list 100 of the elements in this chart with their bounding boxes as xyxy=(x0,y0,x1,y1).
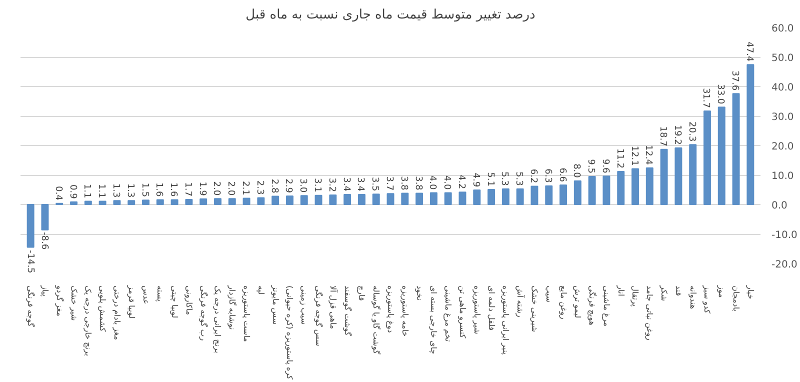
x-tick-label: رب گوجه فرنگی xyxy=(198,286,209,341)
x-tick-label: فلفل دلمه ای xyxy=(486,286,496,331)
y-tick-label: -10.0 xyxy=(772,230,798,241)
x-tick-label: ماکارونی xyxy=(184,286,194,316)
x-tick-label: شیرینی خشک xyxy=(530,286,539,332)
bar xyxy=(300,195,308,205)
x-tick-label: لوبیا چیتی xyxy=(170,286,180,318)
chart-title: درصد تغییر متوسط قیمت ماه جاری نسبت به ماه قبل xyxy=(246,8,536,22)
data-label: 2.3 xyxy=(254,180,264,195)
bar xyxy=(200,198,208,205)
bar xyxy=(286,195,294,205)
bar xyxy=(560,184,567,205)
y-tick-label: 20.0 xyxy=(772,142,794,152)
data-label: 37.6 xyxy=(730,70,740,91)
bar xyxy=(588,176,596,205)
x-tick-label: دوغ پاستوریزه xyxy=(386,286,395,334)
bar xyxy=(344,194,352,205)
x-tick-label: قند xyxy=(674,286,683,296)
bar xyxy=(430,192,438,205)
x-tick-label: عدس xyxy=(141,286,150,304)
x-tick-label: مرغ ماشینی xyxy=(602,286,611,326)
bar xyxy=(329,194,337,205)
bar xyxy=(646,167,654,205)
data-label: 18.7 xyxy=(658,126,668,146)
data-label: 2.0 xyxy=(211,181,222,196)
x-tick-label: لیمو ترش xyxy=(573,286,582,318)
x-tick-label: گوشت گوسفند xyxy=(342,286,353,336)
bar xyxy=(41,204,49,230)
bar xyxy=(689,144,697,205)
x-tick-label: گوشت گاو یا گوساله xyxy=(372,286,382,354)
bar xyxy=(516,188,524,205)
data-label: 2.9 xyxy=(283,178,294,194)
data-label: 1.5 xyxy=(139,182,150,198)
data-label: 4.0 xyxy=(427,175,438,190)
x-tick-label: قارچ xyxy=(357,286,366,301)
bar xyxy=(602,176,610,205)
data-label: 3.5 xyxy=(370,176,380,192)
data-label: 9.5 xyxy=(586,159,596,174)
data-label: 1.6 xyxy=(154,182,164,198)
x-tick-label: برنج ایرانی درجه یک xyxy=(213,286,222,354)
x-tick-label: خیار xyxy=(746,284,755,300)
data-label: 19.2 xyxy=(672,124,682,145)
y-tick-label: -20.0 xyxy=(772,260,798,270)
bar xyxy=(416,192,424,205)
bar xyxy=(732,93,740,205)
bar xyxy=(617,170,625,205)
data-label: 3.2 xyxy=(326,178,336,192)
data-label: 33.0 xyxy=(715,84,726,104)
data-label: 3.1 xyxy=(312,178,322,192)
x-tick-label: روغن مایع xyxy=(558,286,568,320)
bar xyxy=(272,196,280,205)
bar xyxy=(26,204,34,248)
bar xyxy=(632,168,639,205)
data-label: 5.3 xyxy=(499,172,510,186)
bar xyxy=(257,197,265,205)
x-tick-label: پرتقال xyxy=(630,286,640,307)
x-tick-label: پسته xyxy=(156,286,165,302)
data-label: 4.9 xyxy=(470,172,480,188)
bar xyxy=(746,64,754,205)
data-label: 5.1 xyxy=(484,172,495,186)
bar xyxy=(84,200,92,205)
data-label: 1.1 xyxy=(96,184,106,198)
x-tick-label: انار xyxy=(616,284,626,296)
x-tick-label: نوشابه گازدار xyxy=(228,284,238,330)
x-tick-label: چای خارجی بسته ای xyxy=(429,286,438,354)
bar xyxy=(488,188,496,205)
y-tick-label: 60.0 xyxy=(772,24,794,34)
x-tick-label: روغن نباتی جامد xyxy=(645,286,654,341)
bar xyxy=(314,194,322,205)
x-tick-label: شکر xyxy=(660,284,669,302)
bar xyxy=(358,194,366,205)
data-label: 5.3 xyxy=(514,172,524,186)
data-label: 1.6 xyxy=(168,182,178,198)
y-tick-label: 30.0 xyxy=(772,112,794,123)
data-label: 6.3 xyxy=(542,168,552,183)
bar xyxy=(660,148,668,205)
bar xyxy=(444,192,452,205)
x-tick-label: سس گوجه فرنگی xyxy=(314,286,324,347)
data-label: 2.8 xyxy=(268,178,279,194)
x-tick-label: مغز بادام درختی xyxy=(112,286,122,340)
x-tick-label: رشته آش xyxy=(516,286,526,318)
x-tick-label: هندوانه xyxy=(688,286,698,309)
bar xyxy=(142,200,150,205)
data-label: 0.9 xyxy=(67,184,78,200)
x-tick-label: ماهی قزل آلا xyxy=(328,286,338,330)
x-tick-label: نخود xyxy=(414,286,424,301)
x-tick-label: لپه xyxy=(256,286,266,295)
x-tick-label: سیب زمینی xyxy=(300,286,309,325)
data-label: 3.8 xyxy=(398,176,408,191)
x-tick-label: مغز گردو xyxy=(54,284,65,316)
x-tick-label: شیر خشک xyxy=(69,286,78,322)
data-label: 3.0 xyxy=(298,178,308,193)
data-label: 1.3 xyxy=(124,183,135,198)
data-label: 11.2 xyxy=(614,148,624,168)
x-tick-label: پنیر ایرانی پاستوریزه xyxy=(501,286,510,355)
data-label: 0.4 xyxy=(52,186,63,201)
bar xyxy=(473,190,481,205)
data-label: 12.4 xyxy=(643,144,654,166)
x-tick-label: کشمش پلویی xyxy=(98,286,108,332)
x-tick-label: کدو سبز xyxy=(702,284,712,314)
